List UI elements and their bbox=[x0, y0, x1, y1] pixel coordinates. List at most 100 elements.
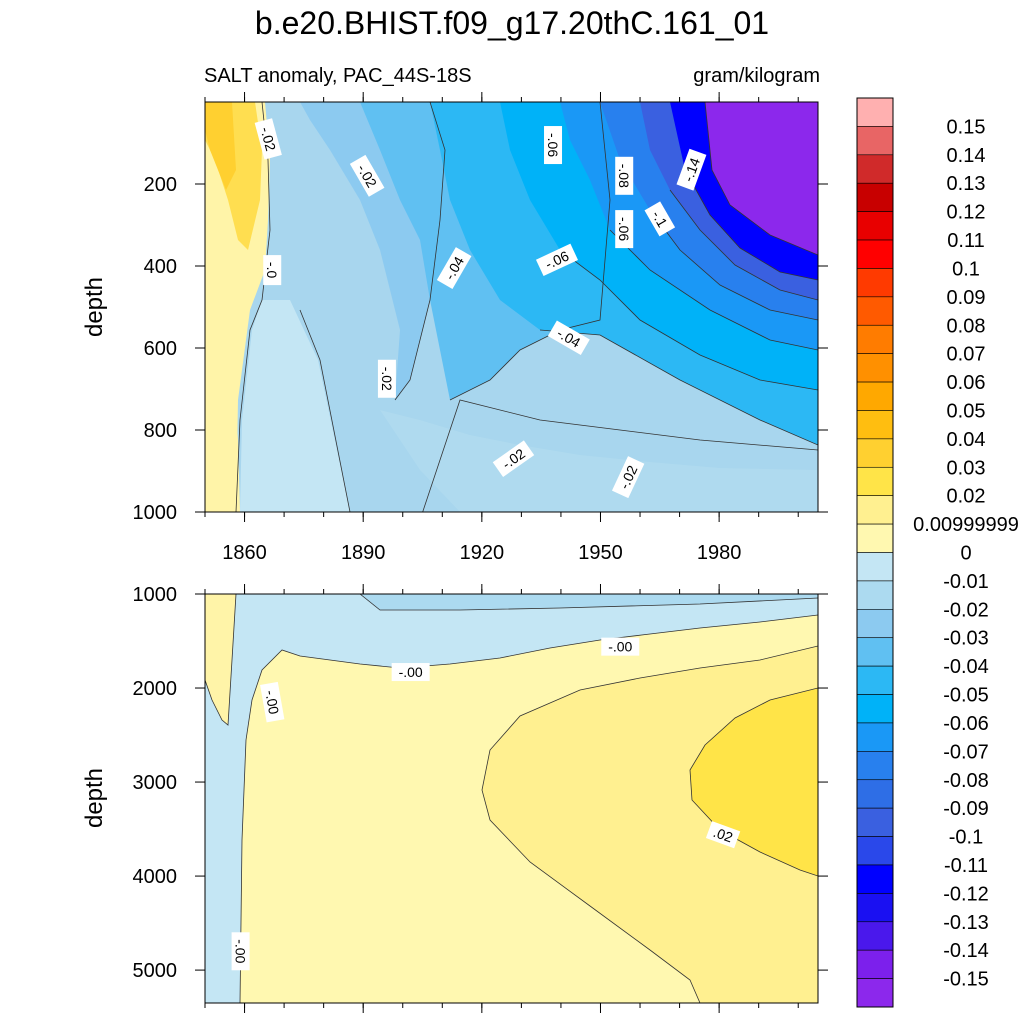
contour-label: -.02 bbox=[254, 118, 282, 160]
colorbar-label: 0.12 bbox=[947, 202, 986, 224]
contour-label-box bbox=[254, 118, 282, 160]
chart-subtitle-left: SALT anomaly, PAC_44S-18S bbox=[204, 65, 472, 87]
colorbar-swatch bbox=[856, 381, 894, 411]
colorbar-label: 0.1 bbox=[952, 258, 980, 280]
contour-label: .02 bbox=[705, 821, 741, 849]
contour-label-text: -.02 bbox=[379, 367, 395, 391]
colorbar-label: -0.06 bbox=[943, 713, 989, 735]
contour-label: -.00 bbox=[391, 663, 430, 682]
contour-label-text: -.00 bbox=[399, 664, 423, 680]
contour-label-box bbox=[436, 247, 472, 290]
y-tick-label: 5000 bbox=[133, 960, 178, 982]
colorbar-swatch bbox=[856, 154, 894, 184]
colorbar-swatch bbox=[856, 182, 894, 212]
colorbar-label: -0.02 bbox=[943, 599, 989, 621]
y-tick-label: 3000 bbox=[133, 772, 178, 794]
colorbar-label: -0.14 bbox=[943, 940, 989, 962]
colorbar-label: 0.00999999 bbox=[913, 514, 1019, 536]
colorbar-label: 0.07 bbox=[947, 344, 986, 366]
x-tick-label: 1980 bbox=[697, 542, 742, 564]
colorbar-label: -0.11 bbox=[944, 855, 988, 877]
contour-label-text: -.00 bbox=[233, 939, 249, 963]
contour-label-text: .02 bbox=[711, 824, 735, 846]
contour-label-box bbox=[644, 201, 676, 237]
colorbar-label: 0.02 bbox=[947, 486, 986, 508]
colorbar-label: 0.13 bbox=[947, 173, 986, 195]
x-tick-label: 1890 bbox=[341, 542, 386, 564]
contour-label-box bbox=[705, 821, 741, 849]
contour-label-text: -.00 bbox=[262, 689, 282, 716]
colorbar-swatch bbox=[856, 609, 894, 639]
colorbar-label: -0.09 bbox=[943, 798, 989, 820]
colorbar-label: 0.03 bbox=[947, 457, 986, 479]
y-tick-label: 1000 bbox=[133, 584, 178, 606]
bottom-axes: 1000 2000 3000 4000 5000 bbox=[133, 584, 828, 1013]
contour-label-text: -.06 bbox=[616, 217, 632, 241]
colorbar-swatch bbox=[856, 949, 894, 979]
contour-label-text: -.0 bbox=[264, 262, 280, 279]
y-tick-label: 1000 bbox=[133, 502, 178, 524]
contour-label-text: -.02 bbox=[257, 125, 279, 153]
colorbar-swatch bbox=[856, 296, 894, 326]
colorbar-label: 0.09 bbox=[947, 287, 986, 309]
contour-label-box bbox=[492, 440, 535, 477]
contour-label-box bbox=[535, 243, 579, 277]
colorbar-swatch bbox=[856, 978, 894, 1008]
colorbar-label: -0.15 bbox=[943, 969, 989, 991]
contour-label-text: -.08 bbox=[616, 164, 632, 188]
contour-label: -.08 bbox=[615, 156, 634, 195]
contour-label-box bbox=[601, 637, 640, 656]
contour-label-box bbox=[260, 681, 285, 723]
contour-label-box bbox=[615, 210, 634, 249]
colorbar-label: -0.1 bbox=[949, 827, 983, 849]
x-tick-label: 1950 bbox=[578, 542, 623, 564]
colorbar-swatch bbox=[856, 523, 894, 553]
colorbar-swatch bbox=[856, 665, 894, 695]
colorbar-label: -0.04 bbox=[943, 656, 989, 678]
colorbar-swatch bbox=[856, 921, 894, 951]
x-tick-label: 1860 bbox=[222, 542, 267, 564]
colorbar-swatch bbox=[856, 694, 894, 724]
contour-label: -.00 bbox=[231, 932, 250, 971]
contour-label: -.02 bbox=[377, 359, 396, 398]
colorbar-swatch bbox=[856, 807, 894, 837]
y-tick-label: 600 bbox=[144, 338, 177, 360]
colorbar-swatch bbox=[856, 580, 894, 610]
bottom-y-axis-label: depth bbox=[81, 768, 108, 828]
colorbar-label: 0.14 bbox=[947, 145, 986, 167]
colorbar-label: 0.11 bbox=[947, 230, 984, 252]
contour-label-box bbox=[544, 126, 563, 165]
contour-label-box bbox=[377, 359, 396, 398]
contour-label-box bbox=[676, 148, 707, 191]
contour-label-text: -.06 bbox=[545, 133, 561, 157]
top-axes: 1860 1890 1920 1950 1980 200 400 600 800 1000 bbox=[133, 92, 828, 564]
bottom-contour-labels: -.00 -.00 -.00 .02 -.00 bbox=[231, 637, 741, 971]
contour-label: -.00 bbox=[601, 637, 640, 656]
top-y-axis-label: depth bbox=[81, 277, 108, 337]
colorbar-swatch bbox=[856, 466, 894, 496]
contour-label-box bbox=[231, 932, 250, 971]
colorbar-swatch bbox=[856, 410, 894, 440]
contour-label-box bbox=[349, 154, 385, 197]
colorbar-label: 0.15 bbox=[947, 116, 986, 138]
y-tick-label: 4000 bbox=[133, 866, 178, 888]
colorbar-swatch bbox=[856, 438, 894, 468]
contour-label: -.06 bbox=[615, 210, 634, 249]
y-tick-label: 400 bbox=[144, 256, 177, 278]
colorbar: 0.15 0.14 0.13 0.12 0.11 0.1 0.09 0.08 0.07 0.06 0… bbox=[856, 97, 1019, 1008]
colorbar-swatch bbox=[856, 324, 894, 354]
colorbar-label: 0.06 bbox=[947, 372, 986, 394]
chart-subtitle-right: gram/kilogram bbox=[693, 65, 820, 87]
contour-label-box bbox=[615, 156, 634, 195]
contour-label-text: -.00 bbox=[608, 639, 632, 655]
bottom-contour-fills bbox=[205, 594, 818, 1003]
colorbar-swatch bbox=[856, 779, 894, 809]
colorbar-swatch bbox=[856, 239, 894, 269]
colorbar-label: -0.13 bbox=[943, 912, 989, 934]
contour-label: -.0 bbox=[263, 255, 282, 286]
y-tick-label: 2000 bbox=[133, 678, 178, 700]
y-tick-label: 800 bbox=[144, 420, 177, 442]
contour-label: -.00 bbox=[260, 681, 285, 723]
colorbar-label: -0.12 bbox=[943, 883, 989, 905]
